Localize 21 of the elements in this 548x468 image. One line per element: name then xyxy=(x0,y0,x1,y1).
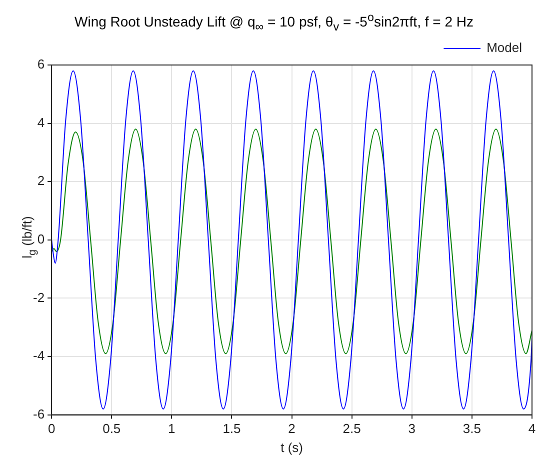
chart-title: Wing Root Unsteady Lift @ q$_{∞}$ = 10 psf, θ$_{v}$ = -5$^{o}$sin2πft, f = 2 Hz xyxy=(74,10,474,34)
x-tick-label: 4 xyxy=(528,421,536,436)
x-tick-label: 2 xyxy=(288,421,296,436)
y-tick-label: 6 xyxy=(37,56,45,72)
line-series xyxy=(52,70,532,410)
y-tick-label: -4 xyxy=(32,348,45,364)
x-tick-label: 2.5 xyxy=(342,421,361,436)
line-series xyxy=(52,128,532,354)
y-tick-label: -2 xyxy=(32,290,45,305)
x-tick-label: 0 xyxy=(48,421,56,436)
x-tick-label: 3 xyxy=(408,421,416,436)
legend-label: Model xyxy=(486,40,522,56)
x-tick-label: 0.5 xyxy=(102,421,121,436)
y-tick-label: 2 xyxy=(37,173,45,188)
y-tick-label: 0 xyxy=(37,231,45,246)
x-tick-label: 1.5 xyxy=(222,421,241,436)
y-tick-label: -6 xyxy=(32,406,45,422)
y-tick-label: 4 xyxy=(37,114,45,130)
x-tick-label: 1 xyxy=(168,421,176,436)
x-tick-label: 3.5 xyxy=(462,421,481,436)
x-axis-title: t (s) xyxy=(280,440,303,455)
